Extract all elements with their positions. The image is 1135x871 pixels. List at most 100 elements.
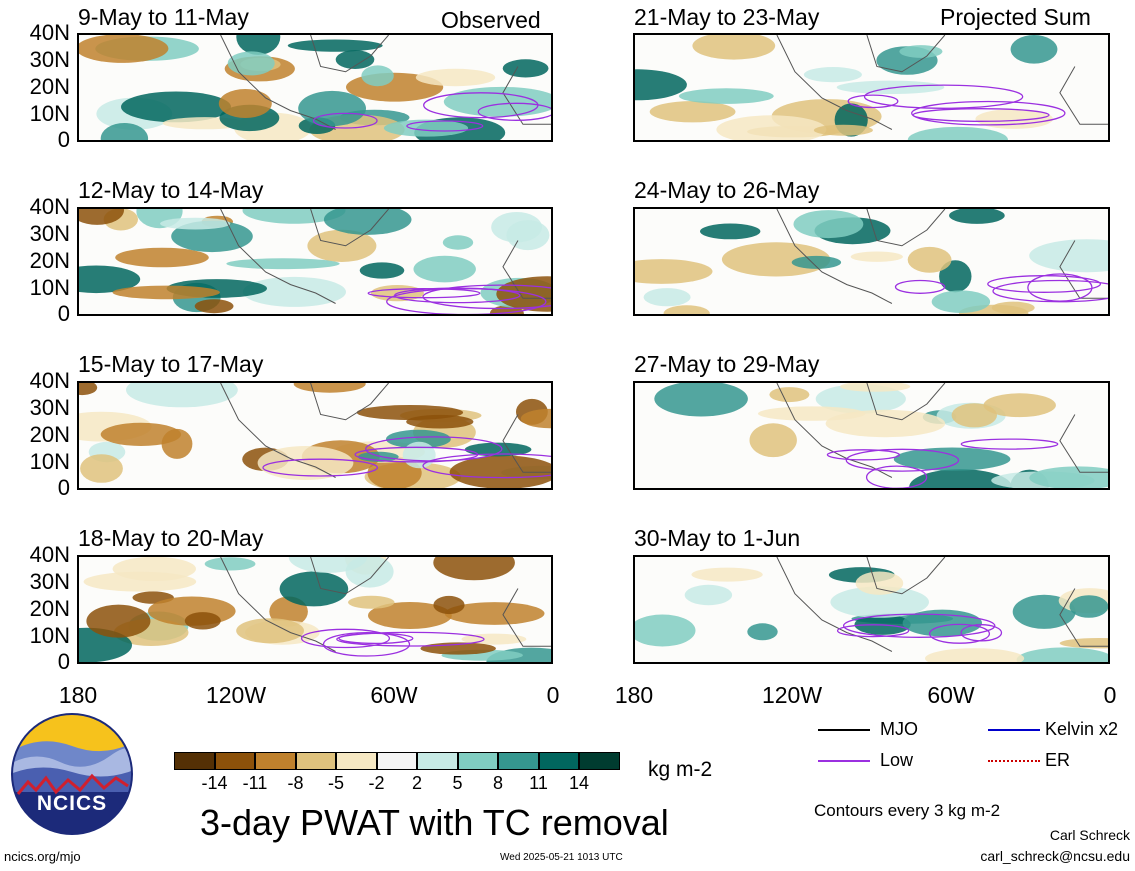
pwat-anomaly-blob bbox=[830, 586, 929, 618]
lat-label: 0 bbox=[57, 301, 70, 326]
colorbar-label: 5 bbox=[452, 773, 463, 793]
map-field bbox=[635, 557, 1108, 662]
map-field bbox=[79, 35, 551, 140]
colorbar-label: 14 bbox=[568, 773, 590, 793]
pwat-anomaly-blob bbox=[79, 383, 98, 396]
low-contour bbox=[992, 279, 1108, 303]
legend-label-mjo: MJO bbox=[880, 719, 918, 739]
legend-label-kelvin: Kelvin x2 bbox=[1045, 719, 1119, 739]
pwat-anomaly-blob bbox=[1069, 595, 1108, 618]
pwat-anomaly-blob bbox=[678, 88, 774, 104]
lat-label: 10N bbox=[29, 275, 70, 300]
pwat-anomaly-blob bbox=[502, 59, 549, 78]
pwat-anomaly-blob bbox=[433, 595, 465, 615]
pwat-anomaly-blob bbox=[983, 393, 1056, 418]
colorbar-label: 8 bbox=[492, 773, 503, 793]
pwat-anomaly-blob bbox=[836, 80, 945, 94]
pwat-anomaly-blob bbox=[442, 235, 474, 250]
pwat-anomaly-blob bbox=[236, 35, 281, 55]
lat-label: 10N bbox=[29, 101, 70, 126]
lat-label: 30N bbox=[29, 221, 70, 246]
lat-label: 30N bbox=[29, 569, 70, 594]
main-title: 3-day PWAT with TC removal bbox=[200, 802, 669, 843]
lat-label: 20N bbox=[29, 248, 70, 273]
pwat-anomaly-blob bbox=[80, 454, 123, 483]
colorbar-box bbox=[174, 752, 215, 770]
pwat-anomaly-blob bbox=[975, 109, 1053, 129]
low-contour bbox=[912, 108, 1050, 122]
map-field bbox=[79, 383, 551, 488]
pwat-anomaly-blob bbox=[949, 209, 1005, 224]
logo-text: NCICS bbox=[36, 792, 108, 815]
pwat-anomaly-blob bbox=[279, 571, 349, 607]
colorbar-label: 2 bbox=[411, 773, 422, 793]
pwat-anomaly-blob bbox=[121, 91, 231, 123]
lat-label: 40N bbox=[29, 542, 70, 567]
low-contour bbox=[826, 449, 901, 461]
lat-label: 30N bbox=[29, 47, 70, 72]
footer-url: ncics.org/mjo bbox=[4, 849, 81, 864]
map-field bbox=[654, 383, 1108, 488]
low-contour bbox=[477, 102, 551, 121]
pwat-anomaly-blob bbox=[226, 258, 340, 270]
footer-author: Carl Schreck bbox=[1049, 827, 1130, 843]
low-contour bbox=[836, 624, 910, 638]
pwat-anomaly-blob bbox=[433, 557, 515, 581]
coastline bbox=[220, 209, 551, 304]
pwat-anomaly-blob bbox=[126, 383, 238, 408]
pwat-anomaly-blob bbox=[449, 455, 551, 488]
map-panel bbox=[633, 33, 1110, 142]
lat-label: 20N bbox=[29, 596, 70, 621]
pwat-anomaly-blob bbox=[520, 408, 551, 429]
pwat-anomaly-blob bbox=[359, 262, 405, 279]
pwat-anomaly-blob bbox=[663, 305, 710, 314]
pwat-anomaly-blob bbox=[1010, 35, 1058, 64]
colorbar-label: 11 bbox=[529, 773, 548, 793]
pwat-anomaly-blob bbox=[307, 229, 377, 262]
map-panel bbox=[77, 207, 553, 316]
lat-label: 20N bbox=[29, 74, 70, 99]
pwat-anomaly-blob bbox=[654, 383, 748, 417]
legend-swatch-mjo bbox=[818, 729, 870, 731]
pwat-anomaly-blob bbox=[691, 567, 763, 582]
pwat-anomaly-blob bbox=[855, 571, 904, 595]
pwat-anomaly-blob bbox=[803, 67, 862, 83]
lat-label: 10N bbox=[29, 449, 70, 474]
legend-label-low: Low bbox=[880, 750, 914, 770]
pwat-anomaly-blob bbox=[791, 255, 842, 269]
pwat-anomaly-blob bbox=[83, 571, 197, 592]
low-contour bbox=[422, 284, 551, 310]
map-field bbox=[635, 35, 1108, 140]
pwat-anomaly-blob bbox=[506, 220, 550, 251]
low-contour bbox=[847, 94, 899, 109]
colorbar-box bbox=[457, 752, 498, 770]
colorbar-label: -14 bbox=[201, 773, 228, 793]
colorbar-box bbox=[255, 752, 296, 770]
coastline bbox=[220, 383, 551, 478]
pwat-anomaly-blob bbox=[464, 442, 532, 457]
pwat-anomaly-blob bbox=[79, 209, 124, 225]
pwat-anomaly-blob bbox=[893, 447, 1011, 471]
lat-label: 40N bbox=[29, 194, 70, 219]
colorbar-label: -8 bbox=[287, 773, 304, 793]
legend-swatch-low bbox=[818, 760, 870, 762]
low-contour bbox=[911, 100, 1066, 126]
low-contour bbox=[422, 453, 551, 479]
pwat-anomaly-blob bbox=[1059, 638, 1108, 649]
pwat-anomaly-blob bbox=[293, 383, 366, 393]
colorbar-box bbox=[498, 752, 539, 770]
pwat-anomaly-blob bbox=[769, 387, 810, 403]
legend-swatch-er bbox=[988, 760, 1040, 762]
lat-label: 0 bbox=[57, 475, 70, 500]
map-field bbox=[635, 209, 1108, 314]
low-contour bbox=[300, 628, 391, 649]
low-contour bbox=[1027, 273, 1093, 302]
pwat-anomaly-blob bbox=[716, 115, 827, 140]
colorbar-label: -2 bbox=[368, 773, 385, 793]
map-field bbox=[79, 209, 551, 314]
panel-title: 21-May to 23-May bbox=[634, 4, 820, 30]
pwat-anomaly-blob bbox=[161, 428, 193, 459]
pwat-anomaly-blob bbox=[721, 242, 831, 277]
map-panel bbox=[633, 555, 1110, 664]
pwat-anomaly-blob bbox=[218, 89, 272, 118]
